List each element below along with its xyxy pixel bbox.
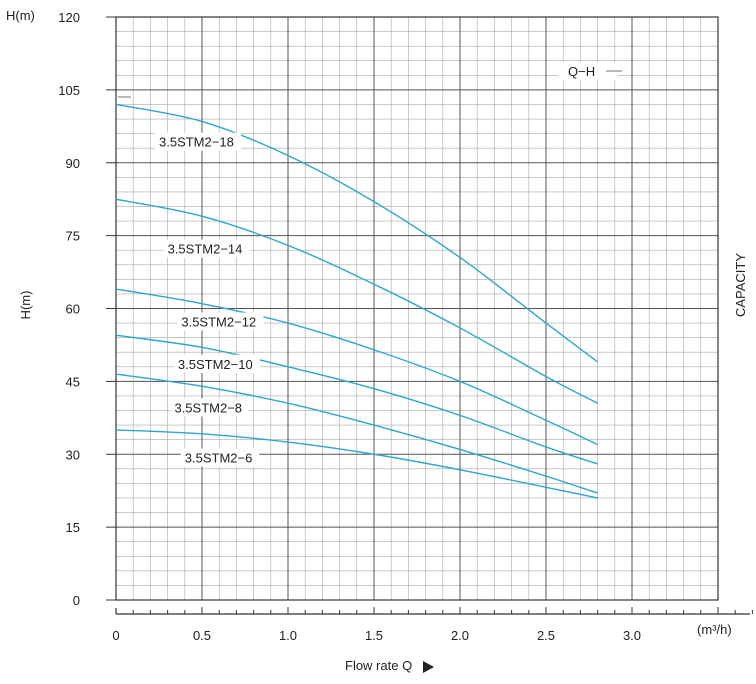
legend-box-bg: [558, 62, 618, 80]
series-label: 3.5STM2−12: [181, 315, 256, 330]
y-tick-label: 60: [66, 302, 80, 317]
series-label: 3.5STM2−10: [178, 357, 253, 372]
x-tick-label: 2.5: [537, 628, 555, 643]
curves: [115, 103, 599, 499]
y-tick-label: 30: [66, 447, 80, 462]
series-line: [115, 373, 598, 494]
y-tick-label: 45: [66, 374, 80, 389]
series-label-bg: [177, 312, 264, 331]
x-tick-label: 0.5: [193, 628, 211, 643]
series-label: 3.5STM2−6: [185, 451, 253, 466]
series-label: 3.5STM2−14: [168, 242, 243, 257]
series-label-bg: [155, 132, 241, 151]
series-line: [115, 198, 598, 404]
curve-labels: 3.5STM2−18 3.5STM2−14 3.5STM2−12 3.5STM2−10…: [155, 132, 264, 467]
y-tick-label: 105: [58, 83, 80, 98]
series-label-bg: [173, 354, 260, 373]
major-grid: [116, 17, 718, 600]
right-axis-label: CAPACITY: [733, 253, 748, 317]
y-tick-label: 15: [66, 520, 80, 535]
x-axis-label: Flow rate Q: [345, 658, 412, 673]
series-label-bg: [180, 448, 260, 467]
x-tick-label: 2.0: [451, 628, 469, 643]
y-tick-label: 0: [73, 593, 80, 608]
y-tick-label: 90: [66, 156, 80, 171]
series-line: [115, 288, 598, 446]
series-label-bg: [163, 239, 250, 258]
x-axis: 0 0.5 1.0 1.5 2.0 2.5 3.0: [112, 607, 753, 643]
y-axis-label: H(m): [18, 291, 33, 320]
series-line: [115, 103, 599, 363]
y-unit-top: H(m): [6, 8, 35, 23]
y-tick-label: 120: [58, 10, 80, 25]
series-label-bg: [170, 398, 249, 417]
y-tick-label: 75: [66, 229, 80, 244]
series-label: 3.5STM2−8: [174, 400, 242, 415]
x-tick-label: 1.5: [365, 628, 383, 643]
series-line: [115, 429, 598, 499]
x-tick-label: 0: [112, 628, 119, 643]
legend-text: Q−H: [568, 64, 595, 79]
play-arrow-icon: [423, 661, 434, 673]
x-unit: (m³/h): [697, 622, 732, 637]
series-line: [115, 334, 598, 465]
series-label: 3.5STM2−18: [159, 135, 234, 150]
x-tick-label: 3.0: [623, 628, 641, 643]
y-axis-ticks: 0 15 30 45 60 75 90 105 120: [58, 10, 116, 608]
x-tick-label: 1.0: [279, 628, 297, 643]
